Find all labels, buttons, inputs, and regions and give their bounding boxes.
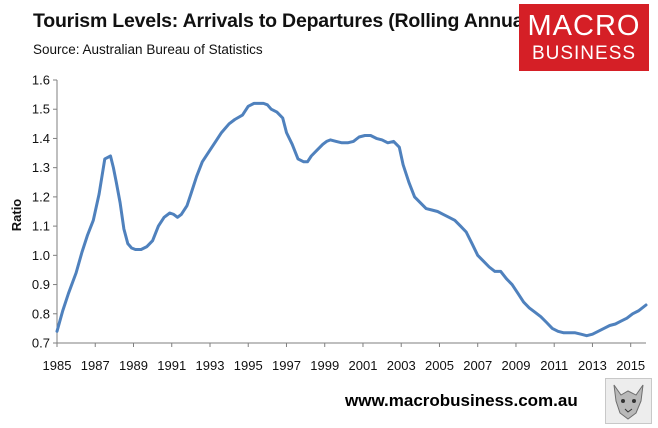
y-axis-label: Ratio — [9, 199, 24, 232]
chart-ticks: 0.7 0.8 0.9 1.0 1.1 1.2 1.3 1.4 1.5 1.6 1985 1987 19… — [32, 73, 645, 374]
y-tick-label: 1.2 — [32, 189, 50, 204]
x-tick-label: 1989 — [119, 358, 148, 373]
x-tick-label: 2015 — [616, 358, 645, 373]
y-tick-label: 1.6 — [32, 73, 50, 88]
y-tick-label: 0.8 — [32, 306, 50, 321]
y-tick-label: 1.1 — [32, 219, 50, 234]
series-line — [55, 101, 648, 338]
logo-line-2: BUSINESS — [531, 43, 637, 64]
x-tick-label: 2001 — [349, 358, 378, 373]
x-tick-label: 2009 — [502, 358, 531, 373]
x-tick-label: 2013 — [578, 358, 607, 373]
y-tick-label: 1.3 — [32, 160, 50, 175]
logo-line-1: MACRO — [527, 10, 641, 42]
x-tick-label: 1985 — [43, 358, 72, 373]
macrobusiness-logo: MACRO BUSINESS — [519, 4, 649, 71]
chart-title: Tourism Levels: Arrivals to Departures (… — [33, 10, 535, 32]
x-tick-label: 1999 — [310, 358, 339, 373]
x-tick-label: 2011 — [540, 358, 568, 373]
chart-series — [55, 101, 648, 338]
x-tick-label: 1997 — [272, 358, 301, 373]
x-tick-label: 1991 — [157, 358, 186, 373]
website-url: www.macrobusiness.com.au — [345, 391, 578, 410]
x-tick-label: 2005 — [425, 358, 454, 373]
x-tick-label: 1987 — [81, 358, 110, 373]
chart-axes — [56, 80, 646, 344]
x-tick-label: 1993 — [196, 358, 225, 373]
y-tick-label: 0.7 — [32, 336, 50, 351]
y-tick-label: 1.0 — [32, 248, 50, 263]
mascot-image — [605, 378, 652, 424]
y-tick-label: 0.9 — [32, 277, 50, 292]
y-tick-label: 1.4 — [32, 131, 50, 146]
y-tick-label: 1.5 — [32, 102, 50, 117]
x-tick-label: 2003 — [387, 358, 416, 373]
x-tick-label: 2007 — [463, 358, 492, 373]
chart-source: Source: Australian Bureau of Statistics — [33, 42, 263, 57]
x-tick-label: 1995 — [234, 358, 263, 373]
